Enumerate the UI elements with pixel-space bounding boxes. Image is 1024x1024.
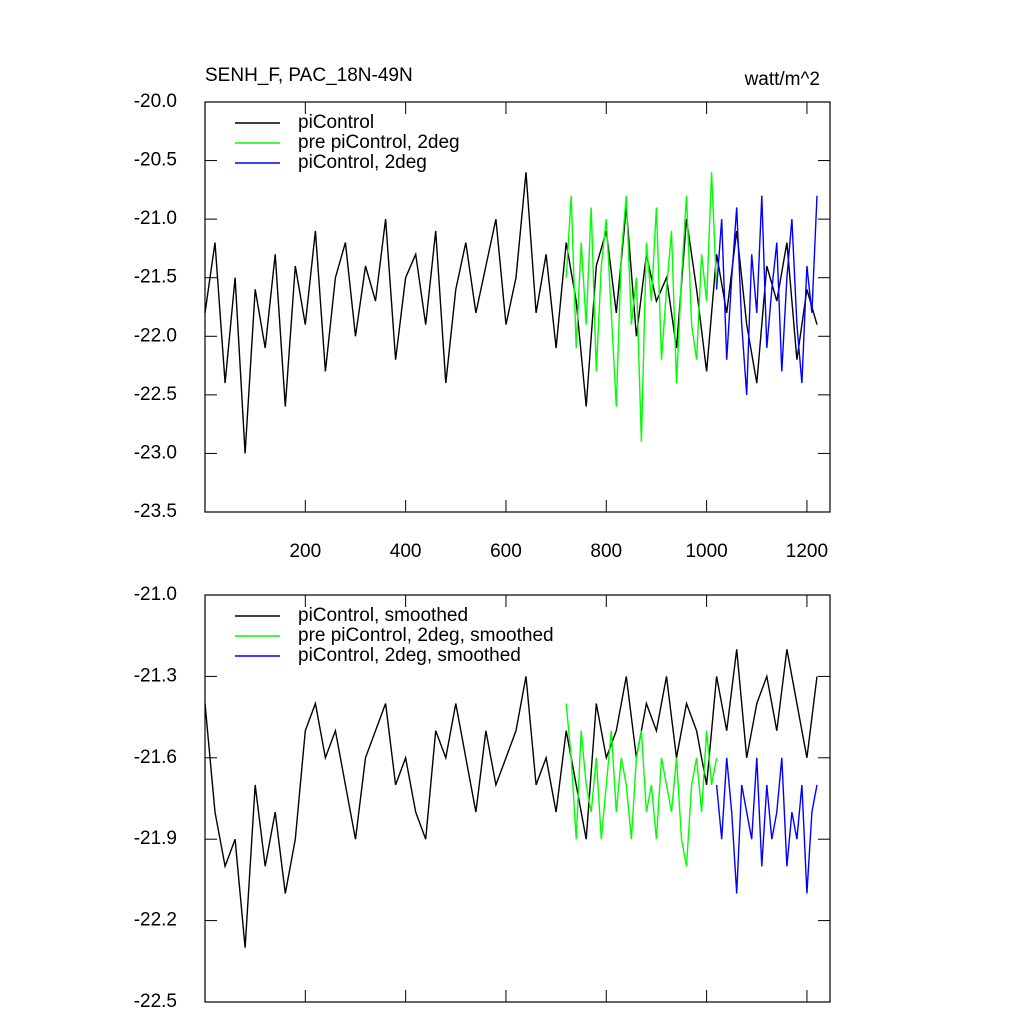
legend-label: piControl — [298, 112, 374, 133]
y-tick-label: -22.5 — [134, 384, 177, 405]
legend-label: pre piControl, 2deg, smoothed — [298, 625, 554, 646]
legend-label: piControl, 2deg — [298, 152, 427, 173]
legend-label: piControl, smoothed — [298, 605, 468, 626]
y-tick-label: -22.2 — [134, 910, 177, 931]
y-tick-label: -23.5 — [134, 501, 177, 522]
plot-frame — [204, 101, 831, 513]
y-tick-label: -21.0 — [134, 208, 177, 229]
data-line — [565, 172, 718, 442]
plot-frame — [204, 594, 831, 1003]
y-tick-label: -20.5 — [134, 150, 177, 171]
chart-title: SENH_F, PAC_18N-49N — [205, 65, 413, 86]
x-tick-label: 200 — [289, 541, 321, 562]
x-tick-label: 1000 — [685, 541, 727, 562]
y-tick-label: -21.0 — [134, 584, 177, 605]
y-tick-label: -21.5 — [134, 267, 177, 288]
y-tick-label: -21.3 — [134, 665, 177, 686]
legend-label: pre piControl, 2deg — [298, 132, 460, 153]
x-tick-label: 400 — [390, 541, 422, 562]
x-tick-label: 600 — [490, 541, 522, 562]
y-tick-label: -21.6 — [134, 747, 177, 768]
data-line — [715, 757, 818, 894]
y-tick-label: -23.0 — [134, 442, 177, 463]
x-tick-label: 800 — [590, 541, 622, 562]
y-tick-label: -21.9 — [134, 828, 177, 849]
data-line — [204, 172, 818, 454]
y-tick-label: -20.0 — [134, 91, 177, 112]
y-tick-label: -22.0 — [134, 325, 177, 346]
units-label: watt/m^2 — [744, 69, 820, 90]
y-tick-label: -22.5 — [134, 991, 177, 1012]
legend-label: piControl, 2deg, smoothed — [298, 645, 521, 666]
data-line — [204, 649, 818, 948]
data-line — [565, 703, 718, 867]
data-line — [715, 195, 818, 395]
x-tick-label: 1200 — [786, 541, 828, 562]
